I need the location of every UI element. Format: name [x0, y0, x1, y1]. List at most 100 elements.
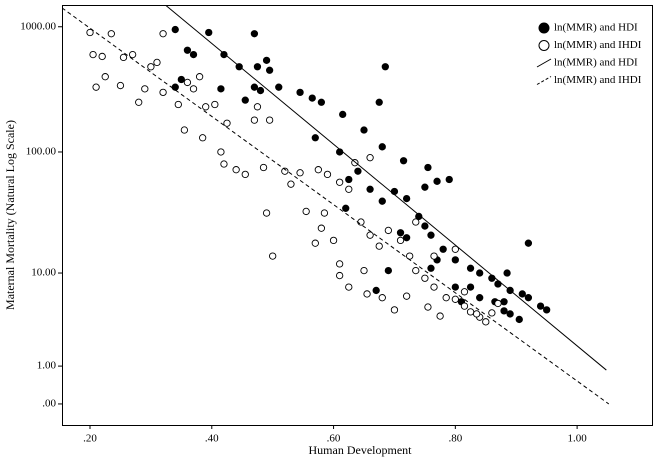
point	[195, 73, 204, 81]
point	[253, 63, 262, 71]
point	[494, 299, 502, 308]
legend-marker	[538, 22, 550, 34]
y-tick-label: 100.00	[26, 146, 57, 158]
x-tick-label: .20	[83, 433, 97, 445]
x-tick-label: .60	[327, 433, 341, 445]
point	[466, 283, 475, 291]
point	[183, 78, 192, 87]
point	[503, 269, 511, 277]
point	[107, 30, 115, 38]
point	[265, 66, 274, 74]
y-tick-label: 10.00	[31, 267, 56, 279]
point	[345, 175, 353, 184]
point	[451, 283, 459, 291]
x-tick-label: .40	[205, 433, 219, 445]
point	[275, 83, 283, 91]
point	[424, 163, 432, 172]
legend-label: ln(MMR) and IHDI	[554, 39, 642, 51]
point	[436, 312, 444, 320]
point	[265, 116, 274, 124]
legend-label: ln(MMR) and IHDI	[554, 74, 642, 86]
point	[421, 222, 429, 230]
point	[445, 175, 453, 184]
point	[171, 83, 179, 91]
point	[399, 157, 408, 165]
point	[345, 185, 353, 193]
y-tick-label: 1.00	[37, 360, 57, 372]
point	[515, 315, 523, 324]
point	[381, 63, 389, 71]
point	[253, 103, 262, 111]
point	[384, 266, 393, 275]
point	[442, 294, 450, 302]
point	[101, 73, 109, 81]
point	[323, 170, 332, 179]
point	[378, 294, 386, 302]
point	[421, 183, 429, 191]
point	[183, 46, 192, 54]
point	[412, 266, 420, 275]
point	[402, 292, 411, 300]
point	[390, 187, 399, 196]
point	[466, 264, 475, 272]
point	[439, 245, 447, 253]
point	[98, 52, 106, 61]
point	[320, 209, 329, 217]
point	[476, 294, 484, 302]
point	[335, 260, 344, 268]
point	[217, 85, 225, 93]
point	[311, 134, 319, 142]
point	[335, 178, 344, 186]
point	[488, 274, 496, 282]
point	[500, 307, 508, 315]
point	[241, 96, 249, 104]
point	[205, 28, 213, 37]
point	[366, 231, 374, 239]
point	[488, 309, 496, 317]
point	[384, 226, 393, 235]
point	[482, 318, 490, 326]
point	[378, 143, 386, 151]
point	[396, 229, 405, 237]
point	[317, 98, 326, 106]
point	[262, 209, 271, 217]
point	[406, 252, 414, 260]
point	[536, 302, 545, 310]
fit-line	[164, 5, 607, 371]
point	[466, 308, 475, 316]
point	[308, 94, 316, 102]
point	[451, 245, 459, 253]
point	[220, 160, 228, 168]
point	[141, 85, 149, 93]
legend-marker	[538, 40, 550, 51]
point	[339, 110, 347, 119]
point	[153, 58, 161, 67]
point	[317, 224, 326, 232]
point	[202, 103, 210, 111]
point	[135, 98, 143, 106]
point	[366, 154, 374, 162]
point	[296, 169, 304, 177]
point	[250, 30, 259, 38]
point	[366, 185, 374, 193]
point	[500, 298, 508, 306]
point	[159, 88, 167, 97]
point	[171, 25, 179, 34]
legend-label: ln(MMR) and HDI	[554, 57, 638, 69]
point	[329, 236, 338, 245]
legend-line	[536, 58, 552, 68]
point	[402, 194, 411, 203]
y-axis-label: Maternal Mortality (Natural Log Scale)	[3, 120, 17, 310]
point	[89, 50, 97, 59]
point	[128, 50, 137, 59]
point	[451, 295, 459, 303]
point	[311, 239, 319, 247]
point	[424, 303, 432, 311]
legend-label: ln(MMR) and HDI	[554, 22, 638, 34]
point	[524, 294, 533, 302]
point	[375, 98, 383, 106]
point	[402, 234, 411, 242]
point	[314, 166, 322, 174]
point	[543, 306, 551, 314]
